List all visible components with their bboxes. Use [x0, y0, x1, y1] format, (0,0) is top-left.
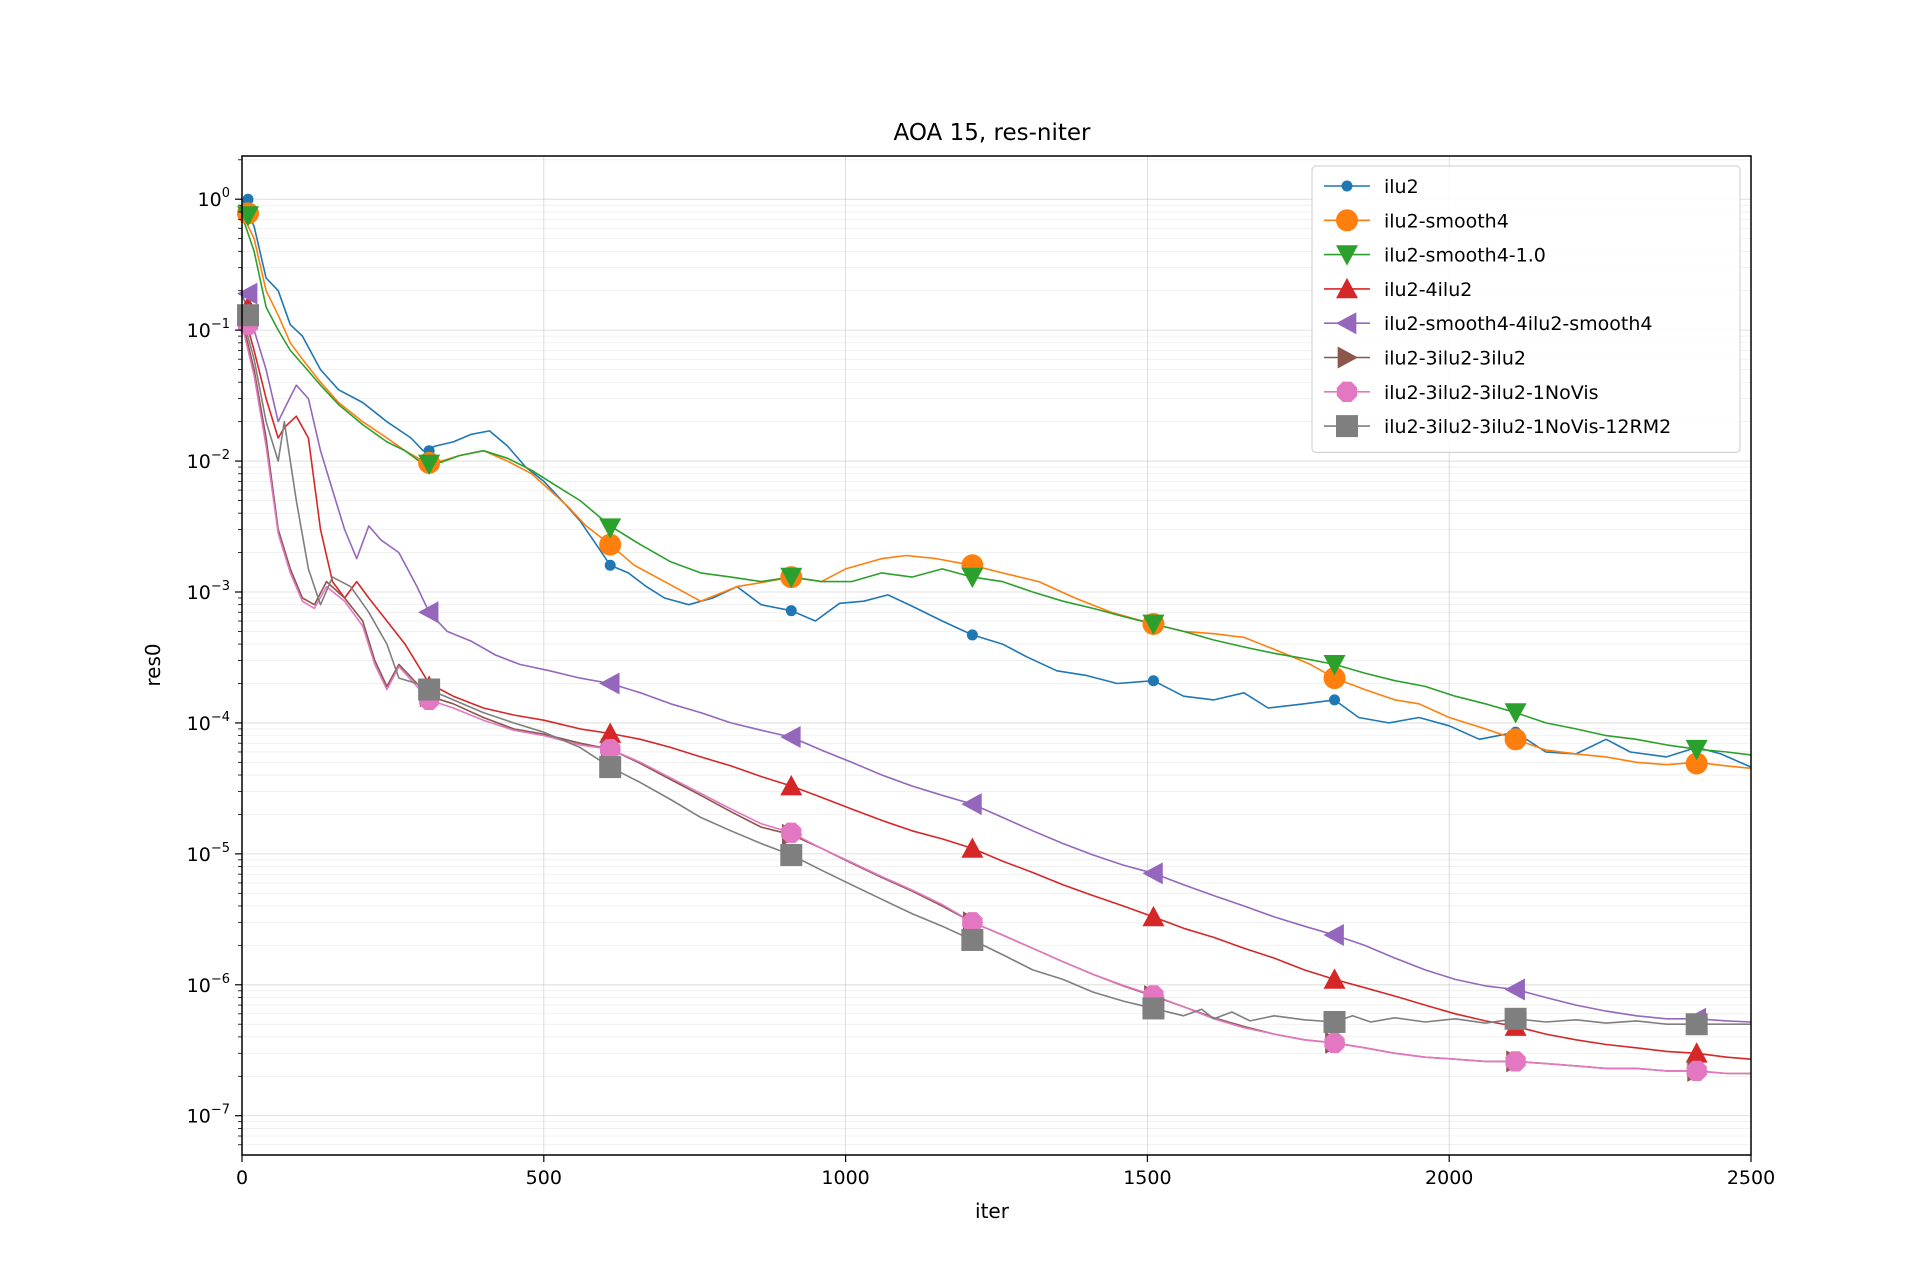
series-marker-6	[781, 822, 802, 843]
legend-label-6: ilu2-3ilu2-3ilu2-1NoVis	[1384, 382, 1599, 404]
series-line-3	[241, 306, 1752, 1060]
x-tick-label: 0	[236, 1167, 248, 1189]
legend-label-0: ilu2	[1384, 176, 1419, 198]
series-marker-6	[600, 739, 621, 760]
x-tick-label: 1500	[1123, 1167, 1171, 1189]
series-marker-3	[1142, 905, 1165, 927]
series-line-2	[241, 215, 1752, 756]
series-line-0	[241, 198, 1752, 768]
series-marker-2	[780, 567, 803, 589]
series-marker-2	[1685, 739, 1708, 761]
series-marker-6	[1505, 1051, 1526, 1072]
series-markers	[237, 193, 1708, 1082]
series-marker-0	[966, 629, 978, 641]
legend-label-2: ilu2-smooth4-1.0	[1384, 245, 1546, 267]
series-line-1	[241, 212, 1752, 770]
series-lines	[241, 198, 1752, 1075]
series-marker-4	[237, 282, 258, 305]
plot-frame	[241, 155, 1752, 1156]
series-marker-7	[1504, 1007, 1527, 1030]
series-marker-3	[1323, 968, 1346, 989]
legend-label-7: ilu2-3ilu2-3ilu2-1NoVis-12RM2	[1384, 416, 1671, 438]
legend-marker-6	[1336, 381, 1358, 402]
legend-label-4: ilu2-smooth4-4ilu2-smooth4	[1384, 313, 1653, 335]
legend-label-5: ilu2-3ilu2-3ilu2	[1384, 348, 1526, 370]
series-marker-0	[1329, 694, 1341, 706]
series-marker-2	[961, 567, 984, 589]
series-marker-7	[418, 678, 441, 701]
y-tick-label: 10−3	[187, 579, 230, 604]
series-marker-2	[1323, 655, 1346, 676]
series-marker-3	[961, 837, 984, 858]
legend-marker-0	[1341, 180, 1353, 192]
x-tick-label: 500	[526, 1167, 562, 1189]
series-marker-2	[599, 518, 622, 539]
y-tick-label: 10−5	[187, 841, 230, 866]
x-tick-label: 2500	[1727, 1167, 1775, 1189]
series-marker-1	[1685, 752, 1708, 775]
y-tick-label: 10−7	[187, 1103, 230, 1128]
series-marker-4	[780, 726, 801, 749]
series-marker-4	[1142, 862, 1163, 885]
series-marker-7	[237, 304, 260, 327]
series-marker-1	[1504, 728, 1527, 751]
series-marker-1	[599, 533, 622, 556]
legend-marker-5	[1337, 346, 1358, 369]
legend-marker-2	[1336, 245, 1358, 266]
series-marker-0	[1147, 675, 1159, 687]
y-tick-label: 10−6	[187, 972, 230, 997]
legend-label-3: ilu2-4ilu2	[1384, 279, 1472, 301]
series-marker-6	[1324, 1032, 1345, 1054]
series-marker-7	[1142, 997, 1165, 1020]
series-line-7	[241, 314, 1751, 1025]
y-tick-label: 10−4	[187, 710, 230, 735]
series-marker-3	[599, 722, 622, 743]
legend-marker-1	[1336, 209, 1358, 232]
y-tick-label: 10−1	[187, 317, 230, 342]
series-marker-0	[604, 559, 616, 571]
y-axis-label: res0	[141, 643, 165, 686]
legend-marker-4	[1336, 312, 1357, 335]
series-marker-4	[599, 672, 620, 695]
series-marker-7	[1685, 1013, 1708, 1036]
x-axis-label: iter	[975, 1199, 1010, 1223]
series-line-6	[241, 324, 1751, 1075]
series-marker-4	[961, 793, 982, 816]
y-tick-label: 10−2	[187, 448, 230, 473]
series-marker-3	[780, 774, 803, 796]
series-marker-0	[242, 193, 254, 205]
series-marker-2	[418, 454, 441, 475]
series-marker-7	[780, 844, 803, 867]
legend-marker-3	[1336, 277, 1358, 299]
axis-ticks: 0 500 1000 1500 2000 2500 100 10−1 10−2 10−3 10−4 1…	[187, 159, 1775, 1189]
series-marker-1	[1323, 667, 1346, 690]
x-tick-label: 1000	[821, 1167, 869, 1189]
series-marker-6	[1686, 1060, 1707, 1082]
series-marker-2	[1142, 614, 1165, 635]
series-marker-7	[1323, 1010, 1346, 1033]
series-marker-7	[599, 756, 622, 779]
y-tick-label: 100	[198, 186, 230, 211]
series-marker-0	[785, 605, 797, 617]
legend: ilu2 ilu2-smooth4 ilu2-smooth4-1.0 ilu2-4il…	[1311, 165, 1741, 453]
legend-label-1: ilu2-smooth4	[1384, 210, 1509, 232]
series-marker-2	[1504, 703, 1527, 724]
legend-box	[1311, 165, 1741, 453]
series-marker-3	[1685, 1042, 1708, 1063]
series-marker-6	[962, 912, 983, 933]
chart-title: AOA 15, res-niter	[894, 120, 1091, 146]
series-line-4	[241, 293, 1752, 1023]
series-marker-4	[1323, 924, 1344, 947]
series-marker-4	[418, 601, 439, 624]
series-marker-4	[1504, 978, 1525, 1001]
legend-marker-7	[1336, 415, 1358, 438]
x-tick-label: 2000	[1425, 1167, 1473, 1189]
series-marker-7	[961, 928, 984, 951]
